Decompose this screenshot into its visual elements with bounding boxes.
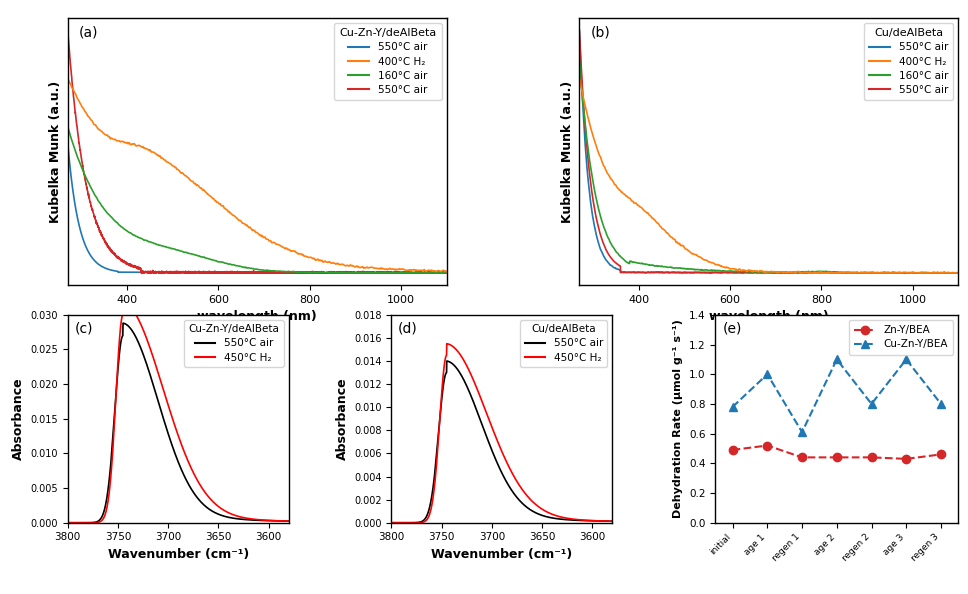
Cu-Zn-Y/BEA [865, 400, 877, 407]
Y-axis label: Kubelka Munk (a.u.): Kubelka Munk (a.u.) [560, 80, 574, 223]
Y-axis label: Kubelka Munk (a.u.): Kubelka Munk (a.u.) [49, 80, 62, 223]
Line: Zn-Y/BEA: Zn-Y/BEA [729, 441, 945, 463]
Legend: Zn-Y/BEA, Cu-Zn-Y/BEA: Zn-Y/BEA, Cu-Zn-Y/BEA [849, 320, 953, 355]
Text: (d): (d) [398, 321, 418, 335]
Zn-Y/BEA [831, 454, 842, 461]
Zn-Y/BEA [762, 442, 773, 449]
Zn-Y/BEA [900, 455, 912, 462]
Legend: 550°C air, 400°C H₂, 160°C air, 550°C air: 550°C air, 400°C H₂, 160°C air, 550°C ai… [864, 23, 953, 100]
Cu-Zn-Y/BEA [762, 371, 773, 378]
Legend: 550°C air, 400°C H₂, 160°C air, 550°C air: 550°C air, 400°C H₂, 160°C air, 550°C ai… [334, 23, 441, 100]
Text: (b): (b) [590, 26, 611, 40]
Y-axis label: Dehydration Rate (μmol g⁻¹ s⁻¹): Dehydration Rate (μmol g⁻¹ s⁻¹) [674, 320, 683, 518]
Text: (e): (e) [722, 321, 741, 335]
Zn-Y/BEA [935, 451, 947, 458]
X-axis label: wavelength (nm): wavelength (nm) [709, 311, 829, 323]
Legend: 550°C air, 450°C H₂: 550°C air, 450°C H₂ [184, 320, 284, 366]
Line: Cu-Zn-Y/BEA: Cu-Zn-Y/BEA [729, 355, 945, 437]
Text: (a): (a) [79, 26, 99, 40]
Y-axis label: Absorbance: Absorbance [336, 377, 348, 460]
Cu-Zn-Y/BEA [900, 356, 912, 363]
X-axis label: wavelength (nm): wavelength (nm) [197, 311, 318, 323]
X-axis label: Wavenumber (cm⁻¹): Wavenumber (cm⁻¹) [107, 548, 249, 561]
Zn-Y/BEA [797, 454, 808, 461]
X-axis label: Wavenumber (cm⁻¹): Wavenumber (cm⁻¹) [432, 548, 573, 561]
Zn-Y/BEA [727, 447, 739, 454]
Zn-Y/BEA [865, 454, 877, 461]
Y-axis label: Absorbance: Absorbance [12, 377, 25, 460]
Cu-Zn-Y/BEA [797, 429, 808, 436]
Cu-Zn-Y/BEA [831, 356, 842, 363]
Text: (c): (c) [75, 321, 93, 335]
Legend: 550°C air, 450°C H₂: 550°C air, 450°C H₂ [521, 320, 607, 366]
Cu-Zn-Y/BEA [727, 403, 739, 410]
Cu-Zn-Y/BEA [935, 400, 947, 407]
